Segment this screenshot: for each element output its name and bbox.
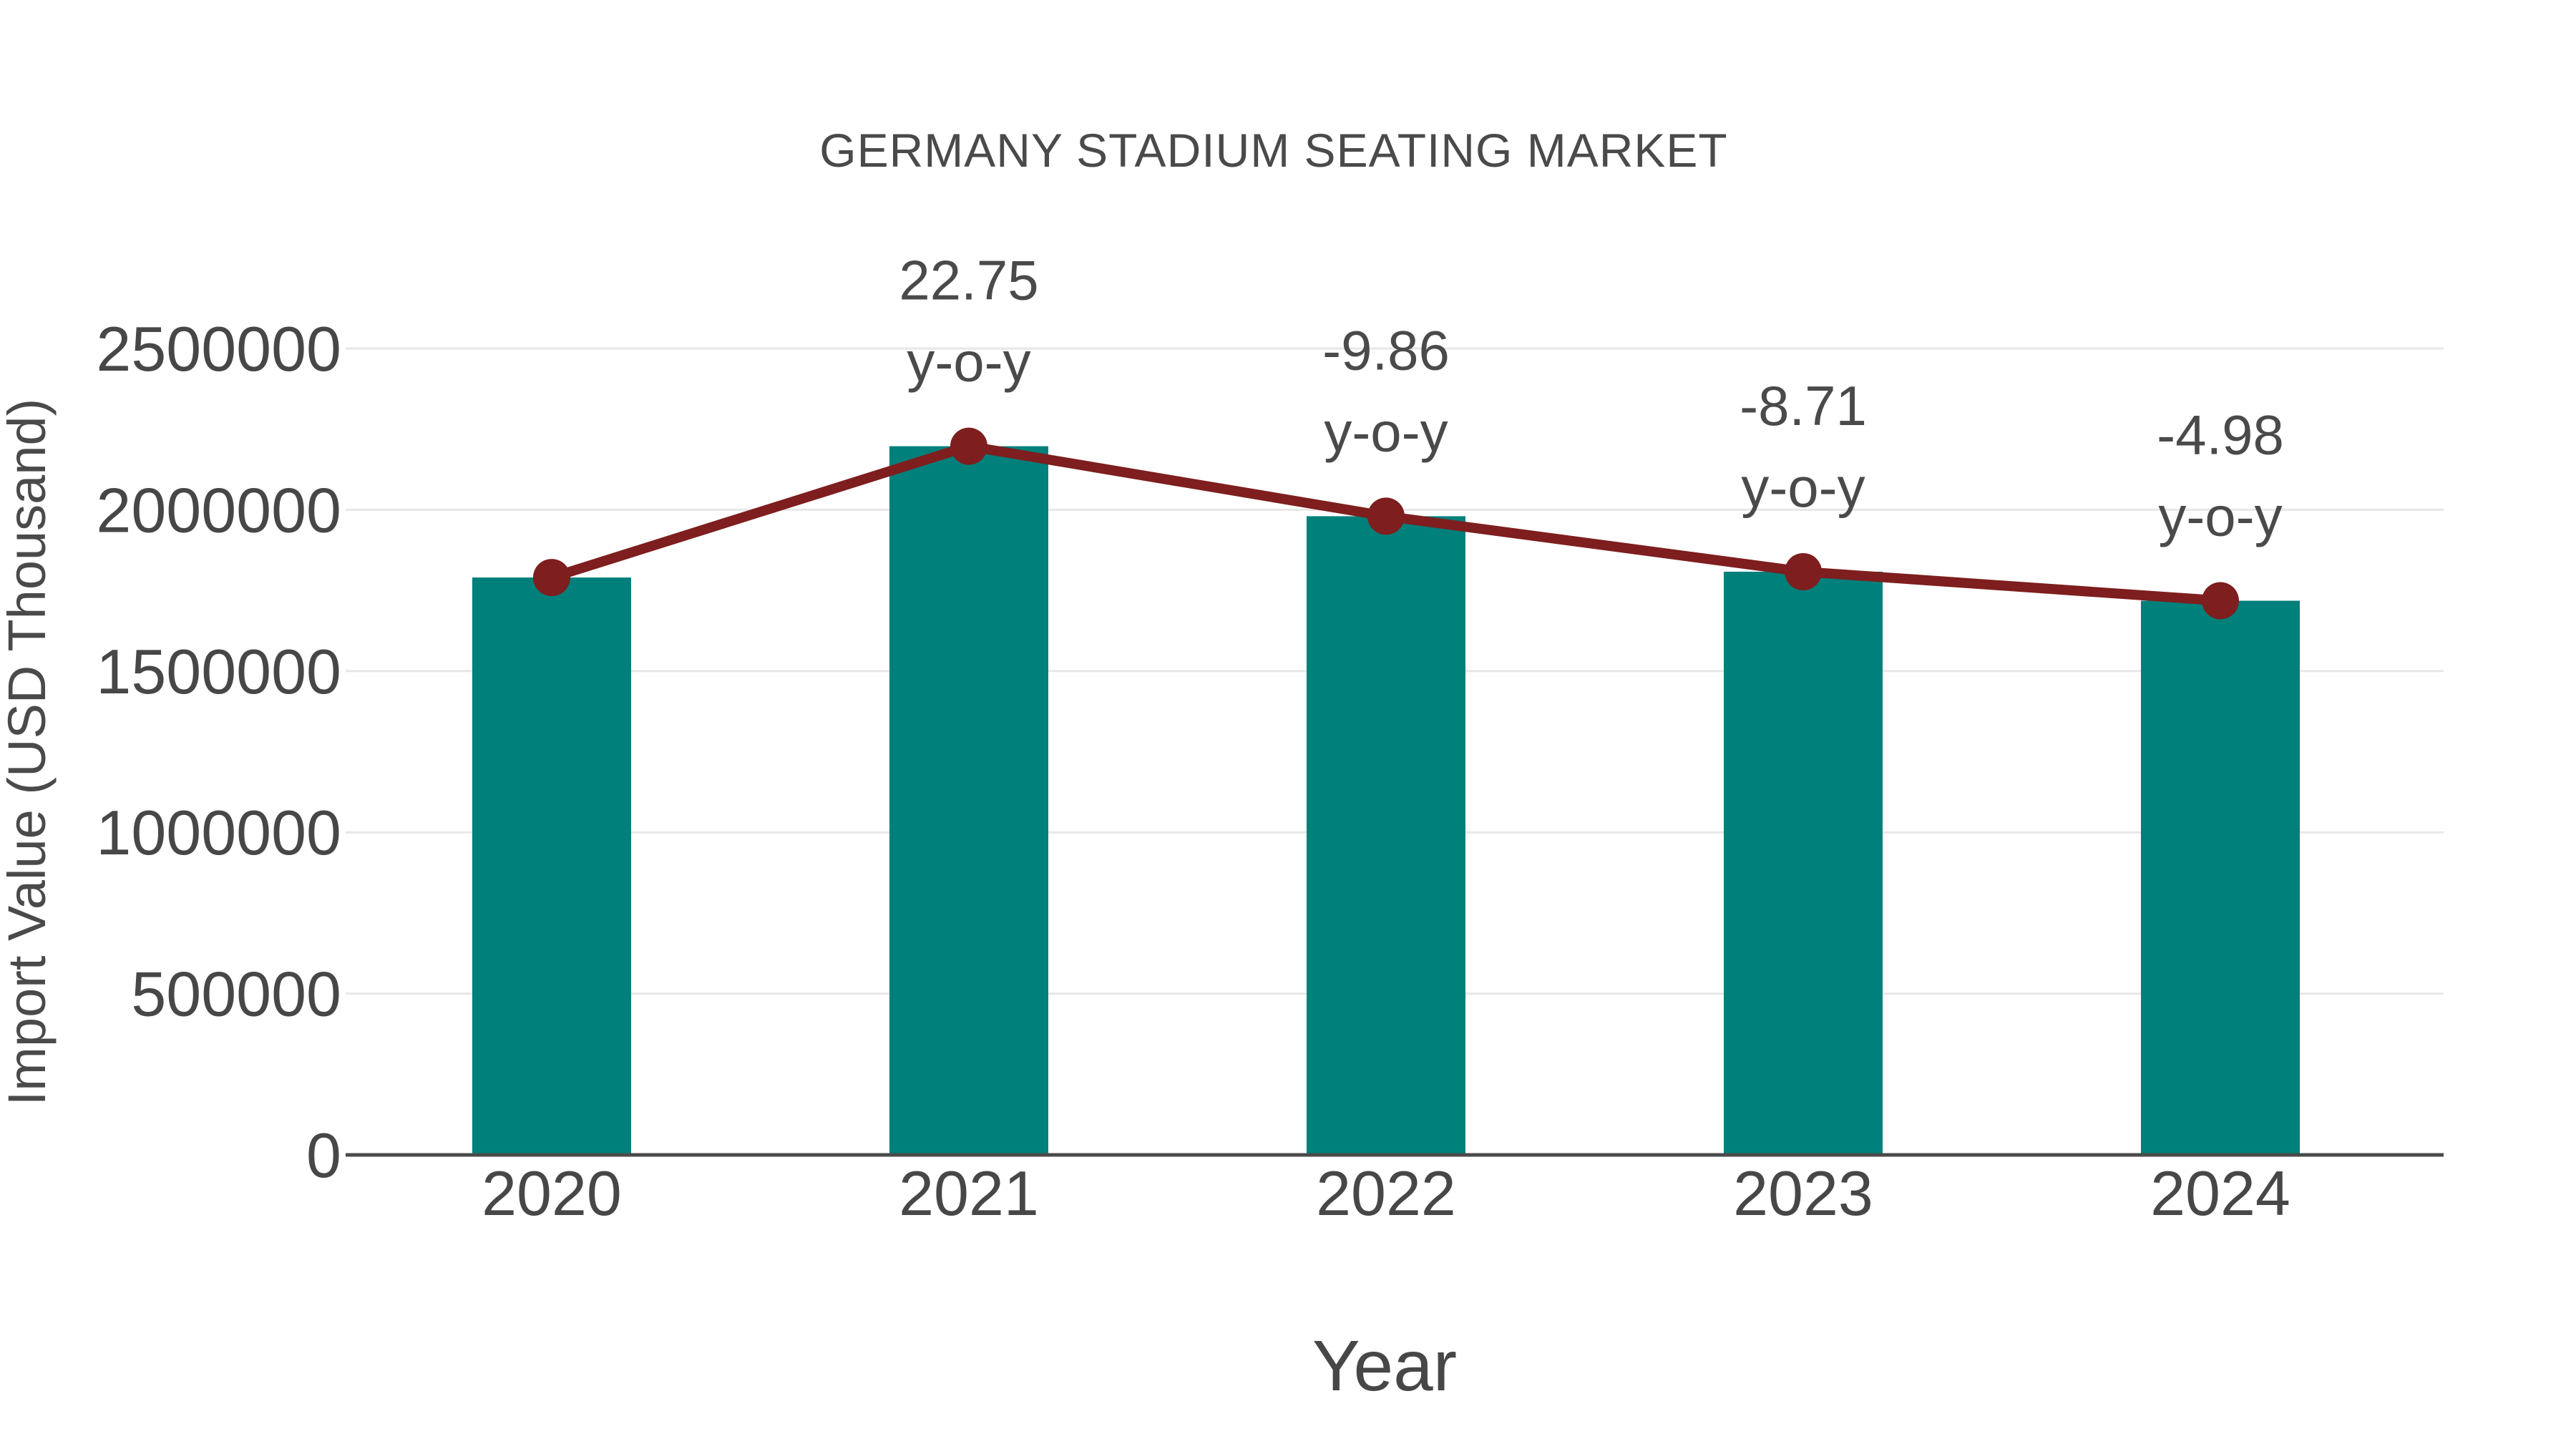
data-point-marker [1785, 552, 1822, 590]
chart-title: GERMANY STADIUM SEATING MARKET [819, 124, 1728, 177]
bar [472, 577, 631, 1155]
y-tick-label: 500000 [131, 959, 341, 1030]
yoy-suffix-label: y-o-y [1741, 456, 1865, 519]
y-tick-label: 0 [306, 1120, 341, 1191]
bar [2141, 600, 2300, 1155]
bar [889, 446, 1048, 1155]
data-point-marker [533, 559, 570, 597]
x-tick-label: 2023 [1733, 1158, 1873, 1229]
bar [1724, 571, 1883, 1155]
x-tick-label: 2020 [482, 1158, 622, 1229]
data-point-marker [950, 427, 987, 465]
yoy-suffix-label: y-o-y [1324, 400, 1448, 463]
y-tick-label: 2500000 [96, 313, 341, 384]
y-tick-label: 1000000 [96, 797, 341, 868]
yoy-suffix-label: y-o-y [907, 331, 1030, 394]
data-point-marker [2202, 582, 2239, 620]
bar [1307, 516, 1465, 1155]
x-tick-label: 2024 [2150, 1158, 2290, 1229]
yoy-value-label: -8.71 [1740, 374, 1867, 437]
y-tick-label: 1500000 [96, 636, 341, 707]
x-tick-label: 2021 [899, 1158, 1039, 1229]
yoy-value-label: 22.75 [899, 249, 1038, 312]
x-axis-title: Year [1312, 1326, 1458, 1406]
yoy-value-label: -9.86 [1322, 318, 1450, 381]
x-tick-label: 2022 [1316, 1158, 1456, 1229]
yoy-suffix-label: y-o-y [2158, 485, 2282, 548]
yoy-value-label: -4.98 [2157, 404, 2284, 467]
y-tick-label: 2000000 [96, 474, 341, 545]
data-point-marker [1367, 497, 1405, 535]
